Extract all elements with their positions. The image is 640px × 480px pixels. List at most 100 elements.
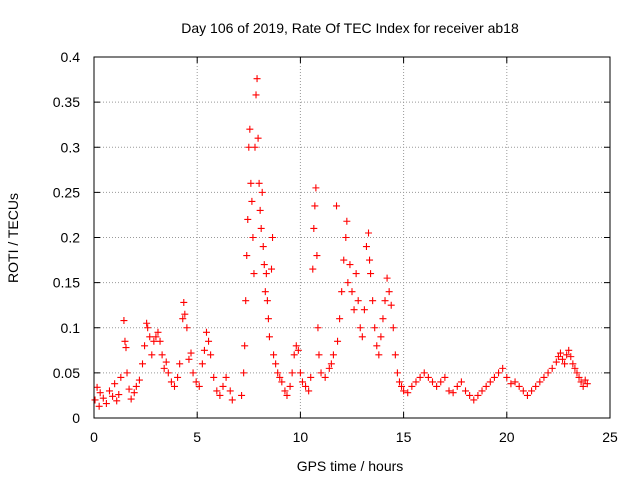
data-point: [379, 315, 387, 323]
data-point: [515, 382, 523, 390]
data-point: [195, 382, 203, 390]
data-point: [367, 270, 375, 278]
data-point: [122, 344, 130, 352]
data-point: [160, 364, 168, 372]
data-point: [113, 397, 121, 405]
data-point: [127, 395, 135, 403]
data-point: [242, 297, 250, 305]
data-point: [167, 378, 175, 386]
data-point: [207, 351, 215, 359]
data-point: [342, 234, 350, 241]
data-point: [170, 382, 178, 390]
data-point: [385, 288, 393, 296]
x-tick-label: 10: [293, 429, 309, 445]
data-point: [437, 378, 445, 386]
data-point: [256, 206, 264, 214]
data-point: [202, 328, 210, 336]
data-point: [105, 387, 113, 395]
data-point: [248, 197, 256, 205]
data-point: [462, 387, 470, 395]
data-point: [262, 270, 270, 278]
data-point: [457, 378, 465, 386]
data-point: [569, 360, 577, 368]
data-point: [144, 324, 152, 332]
data-point: [281, 387, 289, 395]
data-point: [164, 369, 172, 377]
data-point: [130, 389, 138, 397]
data-point: [579, 382, 587, 390]
data-point: [228, 396, 236, 404]
data-point: [540, 373, 548, 381]
data-point: [486, 378, 494, 386]
data-point: [433, 382, 441, 390]
x-tick-label: 5: [193, 429, 201, 445]
data-point: [99, 394, 107, 402]
data-point: [213, 387, 221, 395]
data-point: [120, 317, 128, 325]
data-point: [573, 369, 581, 377]
y-axis-ticks: 0 0.05 0.1 0.15 0.2 0.25 0.3 0.35 0.4: [53, 49, 610, 426]
data-point: [373, 342, 381, 350]
data-point: [180, 298, 188, 306]
data-point: [365, 229, 373, 237]
data-point: [240, 369, 248, 377]
data-point: [111, 380, 119, 388]
data-point: [286, 382, 294, 390]
data-point: [185, 355, 193, 363]
data-point: [263, 297, 271, 305]
data-point: [292, 342, 300, 350]
data-point: [296, 369, 304, 377]
data-point: [340, 256, 348, 264]
data-point: [523, 391, 531, 399]
y-tick-label: 0.3: [61, 139, 81, 155]
data-point: [176, 360, 184, 368]
data-point: [246, 125, 254, 133]
data-point: [154, 328, 162, 336]
data-point: [554, 353, 562, 361]
data-point: [305, 387, 313, 395]
data-point: [478, 387, 486, 395]
data-point: [181, 310, 189, 318]
x-axis-label: GPS time / hours: [297, 458, 404, 474]
x-tick-label: 20: [499, 429, 515, 445]
data-point: [251, 143, 259, 151]
data-point: [276, 373, 284, 381]
data-point: [244, 215, 252, 223]
data-point: [360, 306, 368, 314]
data-point: [146, 333, 154, 341]
data-point: [503, 373, 511, 381]
data-point: [561, 360, 569, 368]
data-point: [311, 202, 319, 210]
data-point: [91, 396, 99, 404]
x-tick-label: 0: [90, 429, 98, 445]
data-point: [141, 342, 149, 350]
data-point: [495, 369, 503, 377]
data-point: [387, 301, 395, 309]
data-point: [449, 389, 457, 397]
data-point: [200, 346, 208, 354]
data-point: [283, 391, 291, 399]
data-point: [135, 376, 143, 384]
data-point: [245, 143, 253, 151]
data-point: [352, 270, 360, 278]
data-point: [158, 351, 166, 359]
data-point: [95, 402, 103, 410]
data-point: [226, 387, 234, 395]
data-point: [174, 373, 182, 381]
data-point: [548, 364, 556, 372]
data-point: [265, 333, 273, 341]
data-point: [333, 202, 341, 210]
data-point: [528, 387, 536, 395]
data-point: [269, 234, 277, 241]
data-point: [307, 373, 315, 381]
data-point: [150, 337, 158, 345]
data-point: [398, 382, 406, 390]
data-point: [389, 324, 397, 332]
data-point: [420, 369, 428, 377]
data-point: [132, 382, 140, 390]
data-point: [210, 373, 218, 381]
data-point: [391, 351, 399, 359]
data-point: [532, 382, 540, 390]
data-point: [563, 351, 571, 359]
data-point: [162, 358, 170, 366]
